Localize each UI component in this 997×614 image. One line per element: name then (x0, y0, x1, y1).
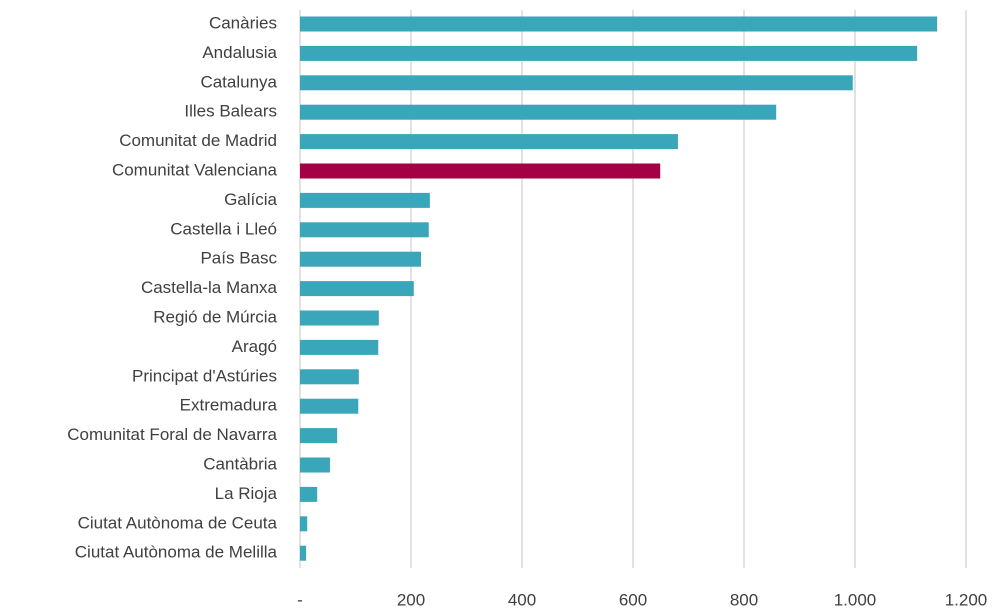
y-tick-label: Andalusia (202, 43, 277, 62)
y-tick-label: La Rioja (215, 484, 278, 503)
x-tick-label: 800 (730, 590, 758, 609)
bar (300, 486, 318, 502)
x-tick-label: 400 (508, 590, 536, 609)
y-tick-label: Principat d'Astúries (132, 366, 277, 385)
x-tick-label: 200 (397, 590, 425, 609)
y-tick-label: Comunitat de Madrid (119, 131, 277, 150)
bar (300, 545, 307, 561)
bar (300, 281, 414, 297)
bar (300, 192, 430, 208)
bar (300, 339, 379, 355)
x-tick-label: 600 (619, 590, 647, 609)
bar (300, 457, 330, 473)
y-tick-label: Comunitat Valenciana (112, 160, 278, 179)
bar (300, 310, 379, 326)
y-tick-label: Aragó (232, 337, 277, 356)
y-tick-label: Castella-la Manxa (141, 278, 278, 297)
y-tick-label: Canàries (209, 13, 277, 32)
y-tick-label: País Basc (200, 249, 277, 268)
bar (300, 16, 938, 32)
x-tick-label: 1.000 (834, 590, 877, 609)
y-tick-label: Ciutat Autònoma de Melilla (75, 543, 278, 562)
bar (300, 163, 661, 179)
y-tick-label: Extremadura (180, 396, 278, 415)
y-tick-label: Cantàbria (203, 454, 277, 473)
bar (300, 134, 678, 150)
bar (300, 104, 777, 120)
bar (300, 428, 338, 444)
y-tick-label: Galícia (224, 190, 277, 209)
bar (300, 222, 429, 238)
y-tick-label: Catalunya (200, 72, 277, 91)
y-tick-label: Regió de Múrcia (153, 307, 277, 326)
x-tick-label: 1.200 (945, 590, 988, 609)
y-tick-label: Castella i Lleó (170, 219, 277, 238)
y-tick-label: Comunitat Foral de Navarra (67, 425, 277, 444)
y-tick-label: Ciutat Autònoma de Ceuta (78, 513, 278, 532)
bar (300, 75, 853, 91)
bar (300, 251, 421, 267)
bar (300, 516, 308, 532)
bar (300, 369, 359, 385)
y-tick-label: Illes Balears (184, 102, 277, 121)
x-tick-label: - (297, 590, 303, 609)
bar (300, 45, 918, 61)
bar (300, 398, 359, 414)
